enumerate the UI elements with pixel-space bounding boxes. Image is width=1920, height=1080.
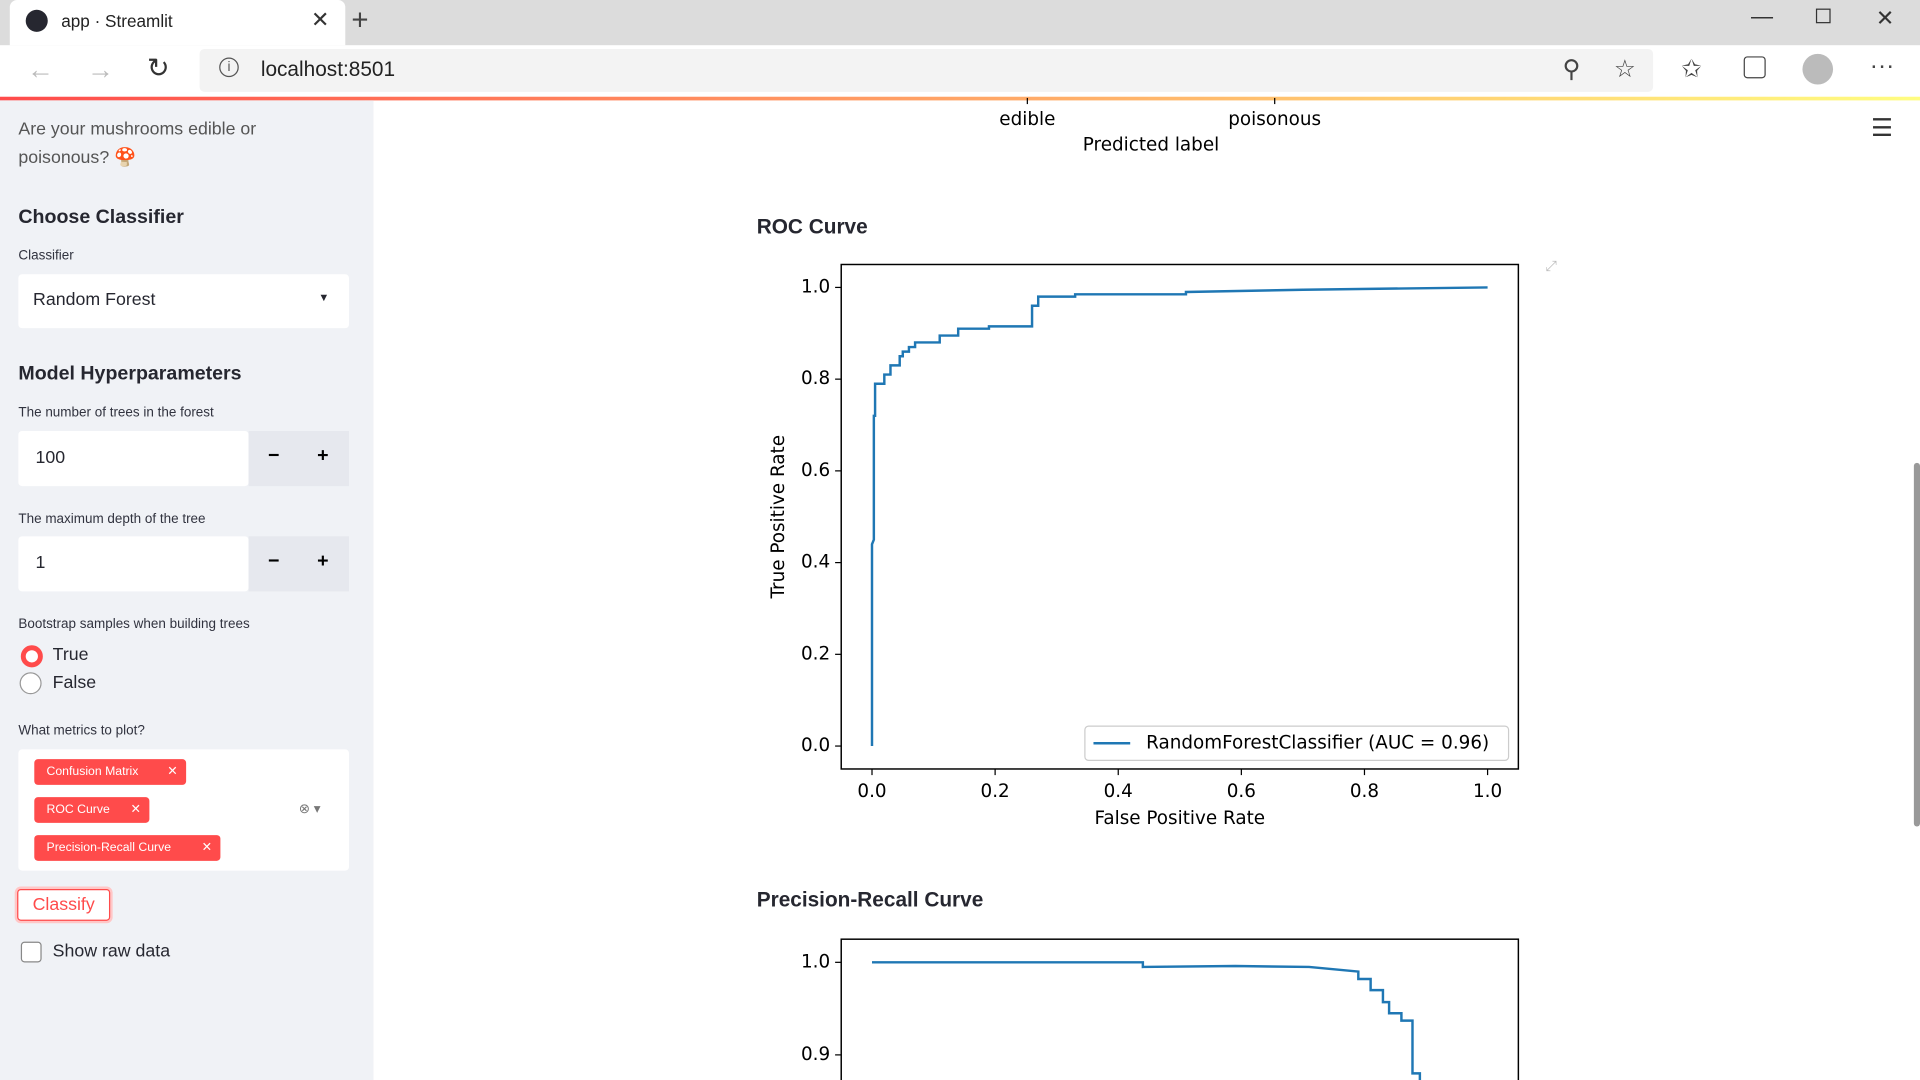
refresh[interactable]: ↻ — [146, 52, 170, 84]
radio-label: True — [52, 645, 89, 665]
clear-icon[interactable]: ⊗ ▾ — [298, 802, 321, 817]
tag-text: Precision-Recall Curve — [46, 841, 172, 855]
x-tick-label: 0.4 — [1104, 781, 1133, 802]
favorites-icon[interactable]: ✩ — [1681, 56, 1702, 84]
y-tick-label: 1.0 — [801, 276, 830, 297]
trees-input[interactable] — [18, 431, 249, 487]
metric-tag[interactable]: Precision-Recall Curve ✕ — [34, 835, 221, 861]
window-close[interactable]: ✕ — [1875, 6, 1895, 31]
classifier-select[interactable] — [18, 274, 349, 329]
trees-value: 100 — [35, 448, 66, 468]
radio[interactable] — [19, 672, 42, 695]
back[interactable]: ← — [26, 53, 54, 85]
minus-button[interactable]: − — [268, 445, 280, 467]
plus-button[interactable]: + — [317, 445, 329, 467]
zoom-icon[interactable]: ⚲ — [1562, 56, 1581, 84]
x-tick-label: 0.0 — [857, 781, 886, 802]
info-icon[interactable]: i — [219, 57, 239, 78]
maximize[interactable] — [1815, 8, 1831, 24]
url[interactable]: localhost:8501 — [260, 57, 396, 81]
classify-button[interactable]: Classify — [17, 888, 111, 921]
y-tick-label: 0.4 — [801, 552, 830, 573]
x-tick-label: 1.0 — [1473, 781, 1502, 802]
plot-frame — [840, 938, 1520, 1080]
classifier-header: Choose Classifier — [18, 206, 184, 228]
select-caret: ▼ — [318, 291, 330, 304]
classifier-label: Classifier — [18, 248, 74, 264]
metric-tag[interactable]: ROC Curve ✕ — [34, 797, 150, 823]
cm-xlabel: Predicted label — [1083, 135, 1219, 156]
depth-label: The maximum depth of the tree — [18, 511, 206, 527]
favorite-icon[interactable]: ☆ — [1613, 56, 1636, 84]
stepper — [248, 431, 349, 487]
address-bar[interactable] — [199, 48, 1654, 92]
decoration — [0, 96, 1920, 101]
plot-frame — [840, 263, 1520, 770]
collections-icon[interactable] — [1743, 56, 1766, 79]
x-tick-label: 0.2 — [981, 781, 1010, 802]
radio-label: False — [52, 673, 97, 694]
checkbox[interactable] — [20, 941, 42, 963]
cm-xtick-label: poisonous — [1228, 109, 1321, 130]
checkbox-label: Show raw data — [52, 941, 171, 962]
fullscreen-icon[interactable]: ⤢ — [1545, 257, 1558, 275]
new-tab[interactable]: + — [351, 3, 369, 37]
chart-title: ROC Curve — [757, 215, 868, 238]
classifier-value: Random Forest — [33, 290, 156, 310]
y-axis-label: True Positive Rate — [768, 435, 789, 600]
y-tick-label: 0.8 — [801, 368, 830, 389]
stepper — [248, 536, 349, 592]
bootstrap-label: Bootstrap samples when building trees — [18, 617, 250, 632]
x-tick-label: 0.6 — [1227, 781, 1256, 802]
hamburger-menu[interactable]: ☰ — [1871, 115, 1893, 143]
depth-input[interactable] — [18, 536, 249, 592]
minus-button[interactable]: − — [268, 551, 280, 572]
radio-selected[interactable] — [20, 645, 43, 668]
y-tick-label: 0.0 — [801, 735, 830, 756]
favicon — [25, 9, 48, 32]
y-tick-label: 0.9 — [801, 1044, 830, 1065]
legend-box — [1084, 725, 1510, 762]
profile-icon[interactable] — [1802, 53, 1834, 85]
legend-label: RandomForestClassifier (AUC = 0.96) — [1146, 732, 1489, 753]
tag-text: Confusion Matrix — [46, 765, 139, 779]
metric-tag[interactable]: Confusion Matrix ✕ — [34, 759, 187, 785]
scrollbar — [1913, 462, 1920, 827]
trees-label: The number of trees in the forest — [18, 405, 214, 421]
y-tick-label: 0.2 — [801, 643, 830, 664]
cm-xtick-label: edible — [999, 109, 1055, 130]
plus-button[interactable]: + — [317, 551, 329, 572]
tab[interactable] — [9, 0, 346, 46]
depth-value: 1 — [35, 553, 46, 574]
x-axis-label: False Positive Rate — [1094, 808, 1265, 829]
forward[interactable]: → — [86, 53, 114, 85]
chart-title: Precision-Recall Curve — [757, 889, 984, 912]
minimize[interactable]: — — [1751, 3, 1774, 29]
x-tick-label: 0.8 — [1350, 781, 1379, 802]
y-tick-label: 1.0 — [801, 951, 830, 972]
sidebar-subtitle: Are your mushrooms edible or poisonous? … — [18, 120, 257, 168]
roc-line — [872, 961, 1422, 1080]
tab-close[interactable]: ✕ — [311, 7, 330, 32]
roc-line — [870, 286, 1488, 747]
tag-text: ROC Curve — [46, 803, 110, 817]
hyper-header: Model Hyperparameters — [18, 363, 242, 385]
metrics-label: What metrics to plot? — [18, 723, 145, 739]
tab-title: app · Streamlit — [61, 11, 173, 31]
y-tick-label: 0.6 — [801, 460, 830, 481]
menu-icon[interactable]: ··· — [1869, 52, 1895, 80]
